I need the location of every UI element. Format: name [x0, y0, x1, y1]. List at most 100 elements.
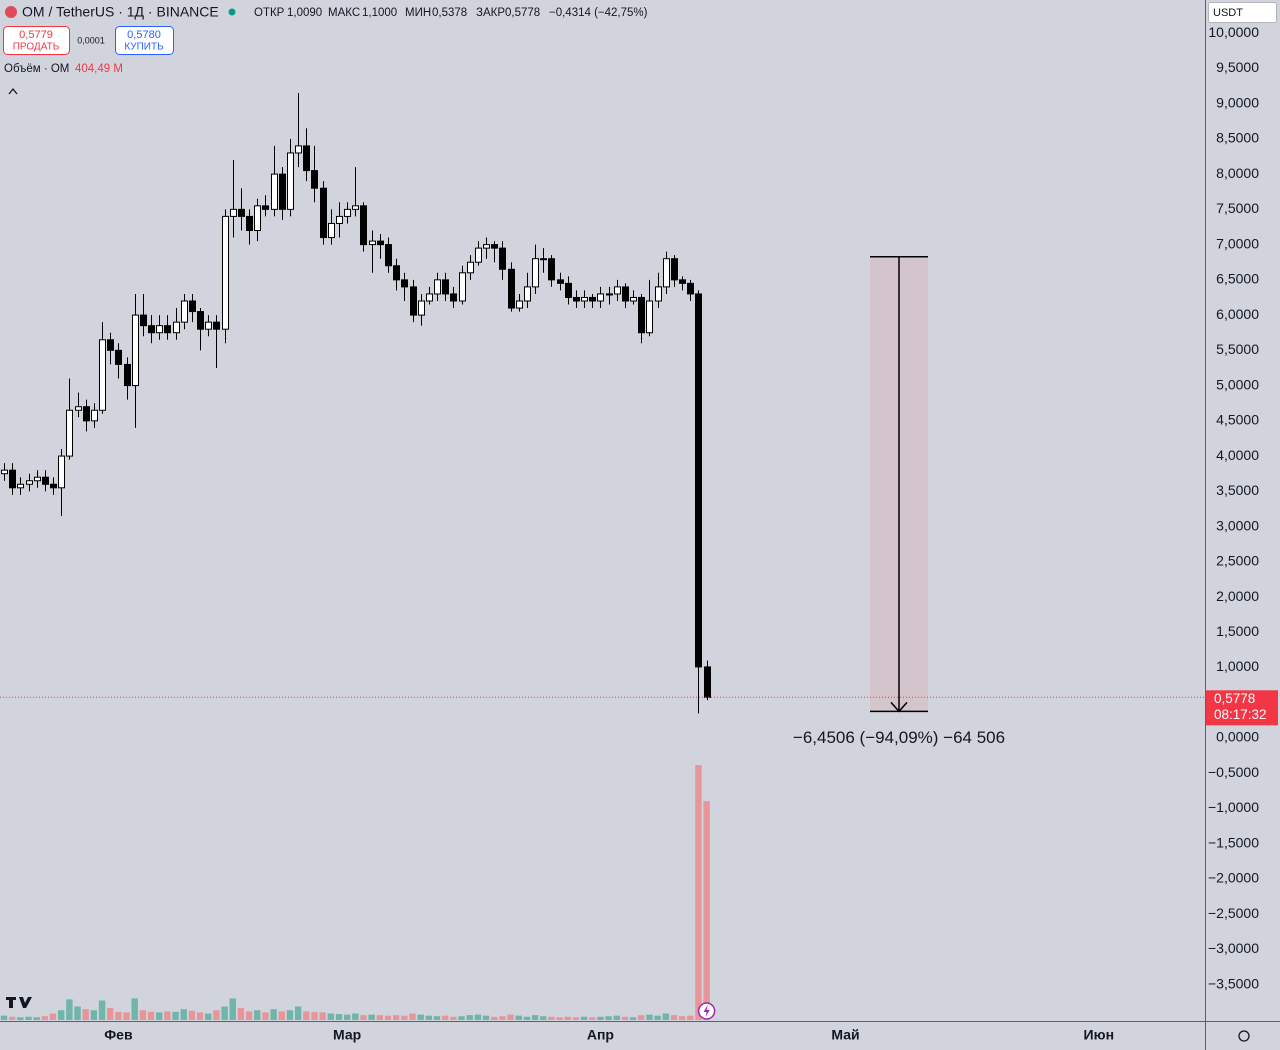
- sell-label[interactable]: ПРОДАТЬ: [13, 42, 60, 53]
- candle-body: [181, 300, 188, 323]
- y-tick-label: 6,5000: [1216, 271, 1259, 287]
- ohlc-value: 1,1000: [362, 7, 397, 19]
- candle-body: [132, 314, 139, 387]
- candle-body: [597, 293, 604, 302]
- collapse-toggle[interactable]: [8, 87, 18, 95]
- volume-bar: [417, 1014, 424, 1020]
- y-tick-label: 9,5000: [1216, 59, 1259, 75]
- volume-bar: [523, 1016, 531, 1020]
- y-tick-label: 8,5000: [1216, 130, 1259, 146]
- candle-body: [614, 286, 621, 295]
- plot: [0, 93, 1205, 1020]
- y-tick-label: −0,5000: [1208, 764, 1259, 780]
- candle-body: [450, 293, 457, 302]
- candle-body: [189, 300, 196, 313]
- y-tick-label: 10,0000: [1208, 24, 1259, 40]
- candle-body: [246, 215, 253, 232]
- volume-bar: [123, 1012, 130, 1020]
- candle-body: [532, 258, 539, 288]
- volume-bar: [343, 1014, 351, 1020]
- volume-bar: [156, 1012, 163, 1020]
- candle-body: [42, 476, 49, 485]
- y-tick-label: −1,0000: [1208, 799, 1259, 815]
- y-tick-label: 9,0000: [1216, 94, 1259, 110]
- volume-bar: [180, 1009, 187, 1020]
- candle-body: [393, 265, 400, 281]
- candle-body: [156, 325, 163, 334]
- volume-bar: [229, 998, 236, 1020]
- candle-body: [148, 325, 155, 334]
- y-tick-label: 0,0000: [1216, 729, 1259, 745]
- candle-body: [410, 286, 417, 316]
- candle-body: [377, 240, 384, 246]
- change: −0,4314 (−42,75%): [549, 7, 648, 19]
- volume-bar: [311, 1011, 318, 1020]
- candle-body: [557, 279, 564, 284]
- buy-button[interactable]: 0,5780 КУПИТЬ: [115, 26, 174, 55]
- y-tick-label: 3,0000: [1216, 517, 1259, 533]
- volume-bar: [254, 1010, 261, 1020]
- volume-bar: [164, 1011, 171, 1020]
- volume-bar: [205, 1013, 212, 1020]
- sell-price[interactable]: 0,5779: [19, 29, 53, 41]
- candle-body: [1, 469, 8, 475]
- y-tick-label: −3,0000: [1208, 940, 1259, 956]
- ohlc-label: МАКС: [328, 7, 360, 19]
- y-tick-label: 2,0000: [1216, 588, 1259, 604]
- volume-bar: [458, 1016, 465, 1020]
- measure-arrowhead: [890, 701, 908, 713]
- y-tick-label: 8,0000: [1216, 165, 1259, 181]
- x-tick-label: Июн: [1084, 1027, 1114, 1043]
- volume-bar: [482, 1015, 490, 1020]
- currency-select[interactable]: USDT: [1208, 2, 1277, 23]
- candle-body: [663, 258, 670, 288]
- candle-body: [540, 258, 547, 261]
- candle-body: [205, 321, 212, 330]
- currency[interactable]: USDT: [1213, 7, 1243, 19]
- candle-body: [320, 187, 327, 239]
- candle-body: [279, 173, 286, 210]
- settings-icon[interactable]: [1238, 1030, 1250, 1042]
- candle-body: [589, 296, 596, 302]
- y-tick-label: −3,5000: [1208, 975, 1259, 991]
- candle-body: [385, 244, 392, 267]
- sell-box[interactable]: [3, 26, 70, 55]
- volume-bar: [8, 1016, 16, 1020]
- candle-body: [418, 300, 425, 316]
- candle-body: [467, 261, 474, 274]
- event-icon-bolt: [703, 1005, 710, 1017]
- volume-bar: [466, 1015, 473, 1020]
- sell-button[interactable]: 0,5779 ПРОДАТЬ: [3, 26, 70, 55]
- volume-bar: [499, 1016, 506, 1020]
- volume-bar: [0, 1015, 8, 1020]
- volume-bar: [41, 1016, 49, 1020]
- buy-label[interactable]: КУПИТЬ: [124, 42, 164, 53]
- candle-body: [230, 208, 237, 217]
- volume-bar: [409, 1013, 416, 1020]
- volume-bar: [678, 1016, 686, 1020]
- currency-box[interactable]: [1208, 2, 1277, 23]
- candle-body: [336, 215, 343, 224]
- volume-bar: [74, 1006, 81, 1020]
- x-tick-label: Апр: [587, 1027, 614, 1043]
- volume-bar: [25, 1016, 32, 1020]
- volume-bar: [139, 1010, 147, 1020]
- volume-bar: [172, 1011, 179, 1020]
- volume-bar: [491, 1016, 498, 1020]
- buy-price[interactable]: 0,5780: [127, 29, 161, 41]
- ohlc: ОТКР 1,0090 МАКС 1,1000 МИН 0,5378 ЗАКР …: [254, 7, 648, 19]
- volume-bar: [605, 1016, 612, 1020]
- volume-bar: [687, 1015, 694, 1020]
- volume-bar: [662, 1013, 669, 1020]
- candle-body: [83, 406, 90, 422]
- volume-bar: [270, 1009, 277, 1020]
- volume-bar: [115, 1011, 122, 1020]
- volume-bar: [401, 1015, 408, 1020]
- price-tag-countdown: 08:17:32: [1214, 707, 1267, 722]
- y-tick-label: 7,5000: [1216, 200, 1259, 216]
- candle-body: [124, 363, 131, 387]
- buy-box[interactable]: [115, 26, 174, 55]
- candle-body: [459, 272, 466, 302]
- candle-body: [630, 296, 637, 302]
